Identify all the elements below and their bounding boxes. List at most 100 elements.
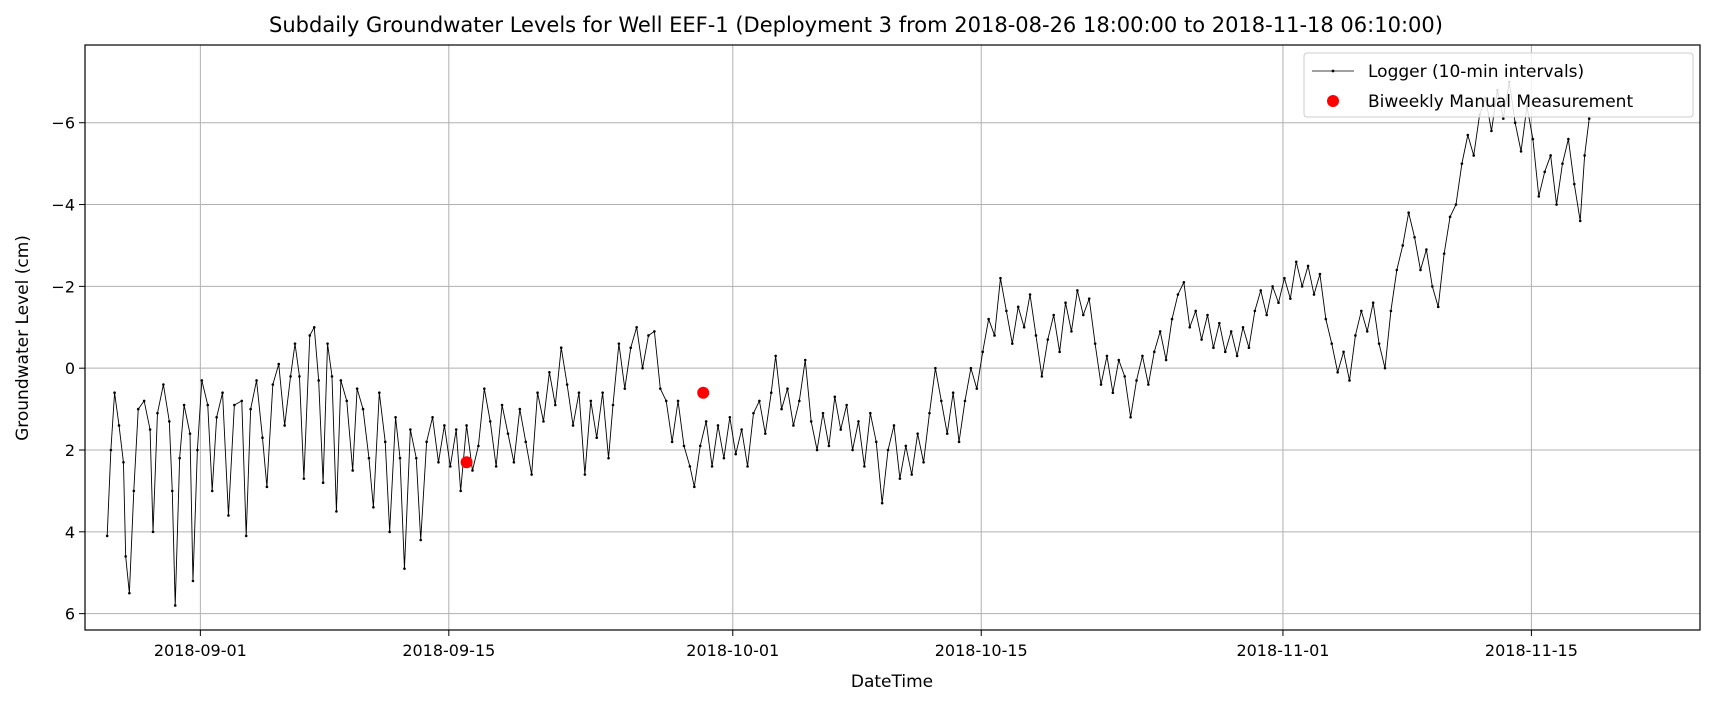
logger-point	[922, 460, 925, 464]
logger-point	[1306, 264, 1310, 268]
logger-point	[378, 391, 381, 395]
logger-point	[210, 489, 214, 493]
logger-point	[1312, 293, 1316, 296]
legend: Logger (10-min intervals) Biweekly Manua…	[1303, 52, 1694, 118]
logger-point	[916, 432, 919, 435]
logger-point	[704, 420, 708, 423]
logger-point	[975, 387, 979, 390]
logger-point	[1152, 350, 1156, 354]
logger-point	[317, 379, 320, 382]
logger-point	[206, 403, 210, 407]
x-axis-label: DateTime	[851, 672, 933, 692]
y-tick-label: −6	[51, 114, 75, 133]
legend-marker-swatch	[1331, 69, 1335, 73]
logger-point	[928, 411, 931, 415]
logger-point	[780, 407, 783, 411]
logger-point	[1419, 268, 1422, 272]
logger-point	[471, 469, 474, 472]
logger-point	[1058, 350, 1061, 354]
logger-point	[1064, 301, 1067, 305]
logger-point	[1354, 334, 1357, 337]
logger-point	[1040, 375, 1044, 378]
x-tick-label: 2018-10-15	[935, 641, 1028, 660]
y-tick-label: 4	[65, 523, 75, 542]
logger-point	[815, 448, 819, 452]
logger-point	[1466, 133, 1470, 137]
logger-point	[664, 399, 668, 403]
y-tick-label: −4	[51, 196, 75, 215]
logger-point	[1472, 154, 1476, 157]
logger-point	[565, 383, 569, 386]
legend-label-manual: Biweekly Manual Measurement	[1368, 92, 1633, 112]
logger-point	[934, 366, 937, 370]
logger-point	[500, 403, 504, 407]
logger-point	[443, 424, 446, 427]
logger-point	[454, 428, 458, 431]
logger-point	[611, 403, 615, 407]
logger-point	[1087, 297, 1091, 300]
legend-scatter-swatch	[1327, 95, 1339, 107]
logger-point	[1448, 215, 1452, 219]
logger-point	[898, 477, 902, 480]
logger-point	[698, 444, 702, 448]
logger-point	[105, 534, 109, 538]
logger-point	[1129, 415, 1132, 419]
logger-point	[1513, 121, 1517, 125]
legend-entry-manual: Biweekly Manual Measurement	[1327, 92, 1633, 112]
logger-point	[1259, 289, 1263, 292]
logger-point	[1111, 391, 1115, 395]
logger-point	[710, 465, 714, 468]
logger-point	[746, 465, 749, 468]
logger-point	[355, 387, 359, 390]
logger-point	[326, 342, 329, 345]
logger-point	[716, 424, 720, 427]
logger-point	[752, 411, 755, 415]
logger-point	[1502, 117, 1505, 120]
y-tick-label: 0	[65, 359, 75, 378]
logger-point	[601, 391, 604, 395]
logger-point	[188, 432, 192, 435]
y-tick-label: −2	[51, 277, 75, 296]
logger-point	[1519, 150, 1523, 153]
logger-point	[904, 444, 908, 448]
logger-point	[635, 325, 638, 329]
logger-point	[1289, 297, 1292, 300]
logger-point	[271, 383, 275, 386]
logger-point	[1561, 162, 1564, 165]
logger-point	[851, 448, 854, 452]
logger-point	[178, 456, 181, 460]
logger-point	[1241, 325, 1245, 329]
logger-point	[629, 346, 633, 350]
logger-point	[1300, 285, 1304, 288]
logger-point	[999, 276, 1002, 280]
chart-title: Subdaily Groundwater Levels for Well EEF…	[269, 13, 1443, 37]
logger-point	[1389, 309, 1393, 313]
logger-point	[617, 342, 621, 345]
logger-point	[196, 448, 199, 452]
y-tick-label: 2	[65, 441, 75, 460]
logger-point	[1135, 379, 1138, 382]
logger-point	[607, 456, 610, 460]
logger-point	[419, 538, 423, 542]
logger-point	[1454, 203, 1458, 206]
logger-point	[1141, 354, 1144, 358]
logger-point	[293, 342, 297, 345]
logger-point	[1365, 330, 1369, 333]
logger-point	[1490, 129, 1493, 133]
logger-point	[1531, 137, 1535, 141]
logger-point	[233, 403, 236, 407]
logger-point	[1442, 252, 1446, 255]
logger-point	[437, 460, 440, 464]
logger-point	[1436, 305, 1440, 309]
logger-point	[289, 375, 292, 378]
logger-point	[240, 399, 244, 403]
logger-point	[167, 420, 171, 423]
logger-point	[1076, 289, 1079, 292]
logger-point	[1123, 375, 1126, 378]
logger-point	[255, 379, 258, 382]
logger-point	[809, 420, 813, 423]
logger-point	[1010, 342, 1014, 345]
logger-point	[128, 591, 131, 595]
logger-point	[394, 415, 397, 419]
logger-point	[383, 440, 387, 444]
